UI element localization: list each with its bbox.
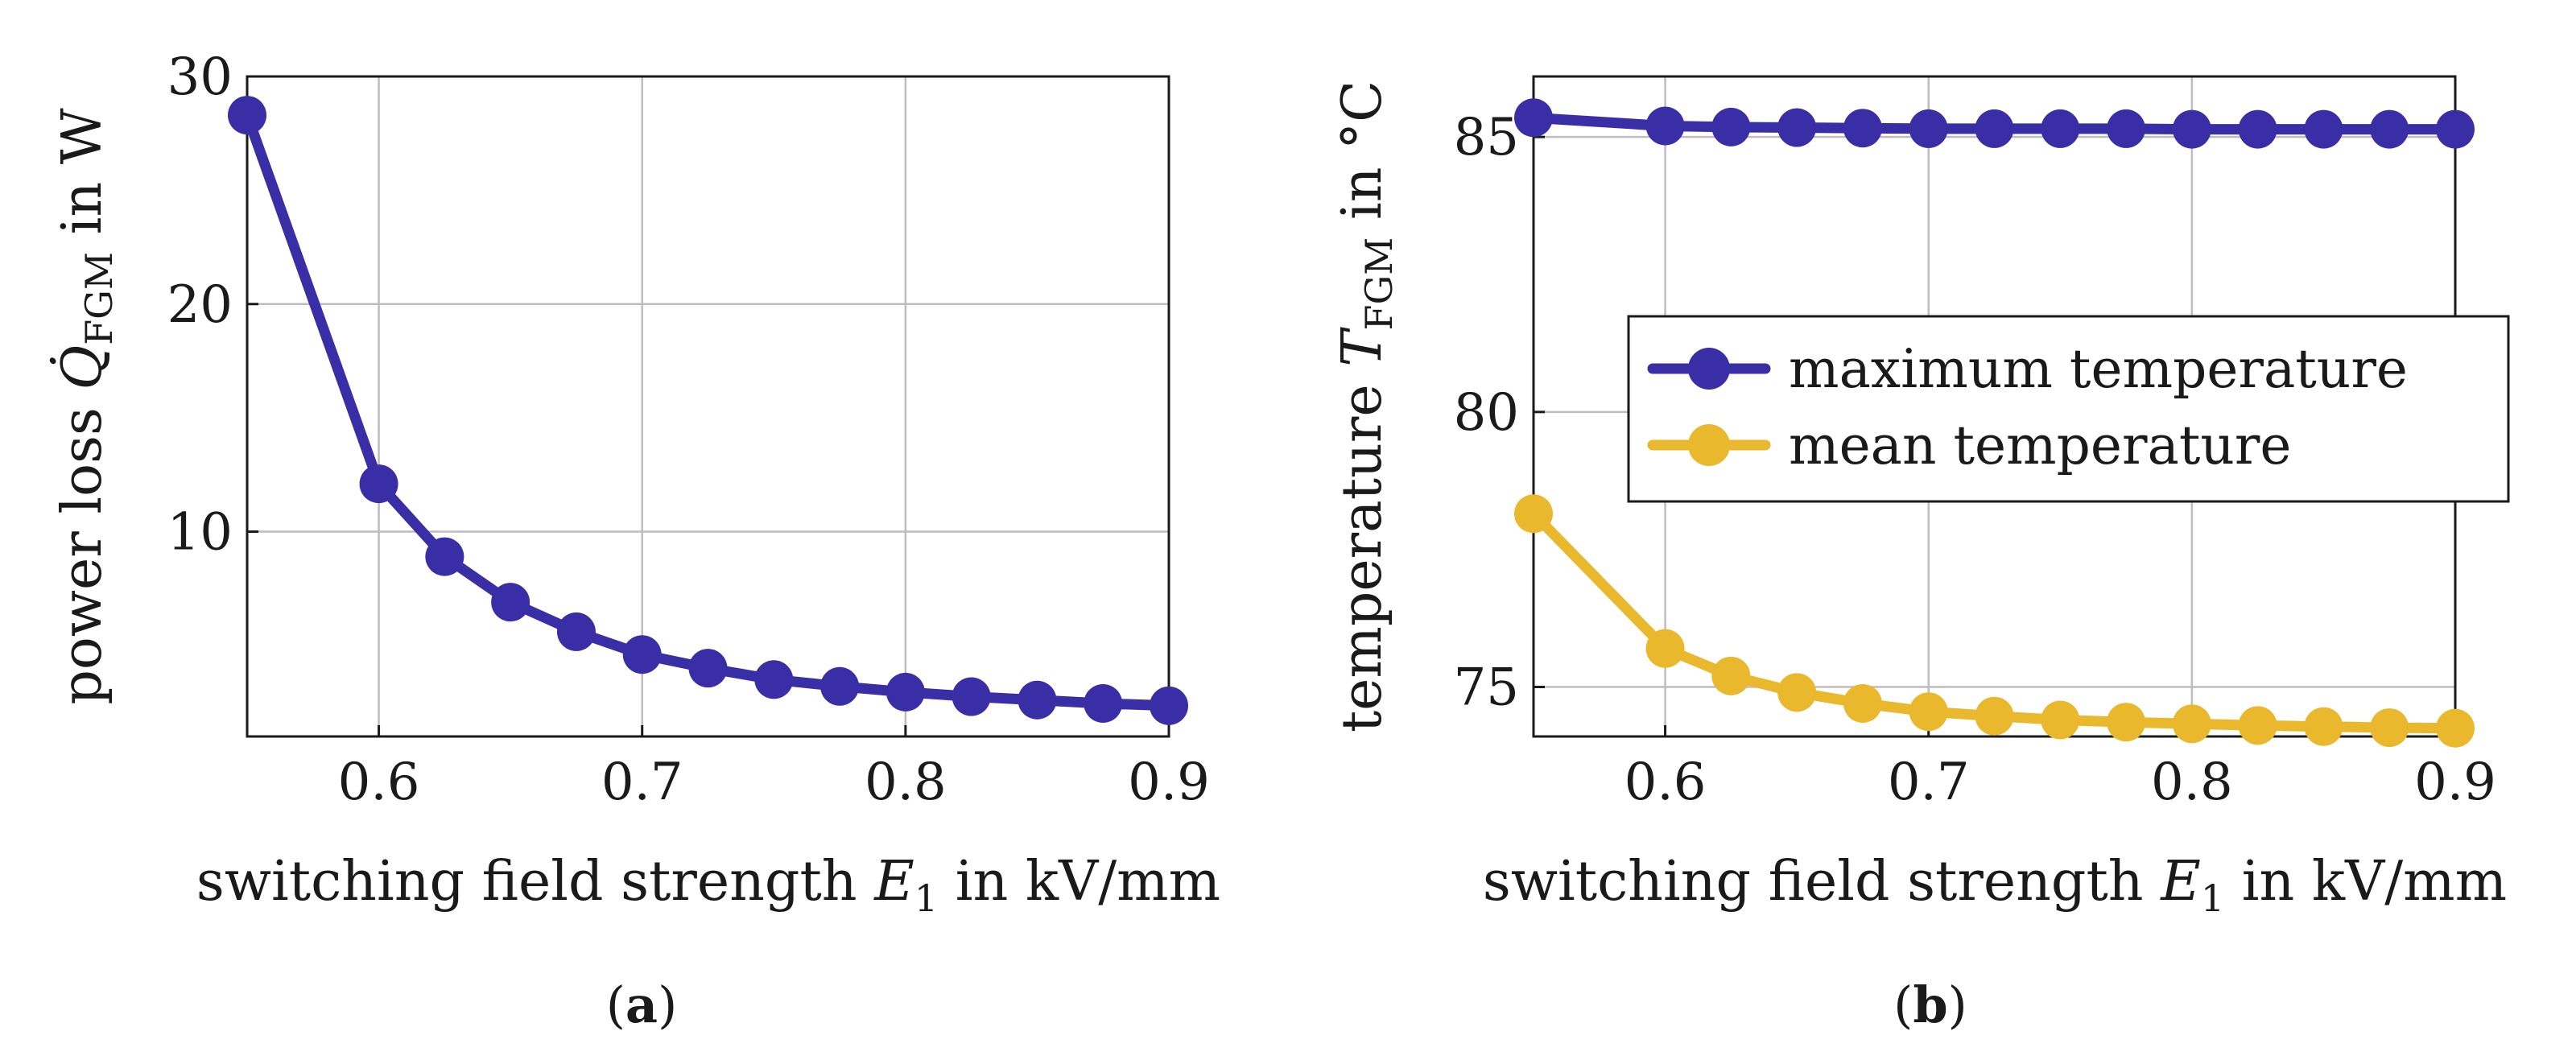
data-point	[2436, 708, 2475, 748]
x-tick-label: 0.9	[1128, 753, 1210, 812]
tick-labels: 0.6 0.7 0.8 0.9 10 20 30	[167, 47, 1210, 812]
data-point	[2304, 707, 2343, 746]
x-tick-label: 0.8	[865, 753, 947, 812]
legend-label: mean temperature	[1789, 415, 2292, 476]
data-point	[425, 537, 464, 576]
series-line	[1528, 508, 2461, 734]
data-point	[228, 96, 266, 135]
data-point	[2370, 109, 2409, 149]
legend-box	[1627, 315, 2510, 503]
y-tick-label: 20	[167, 275, 233, 335]
data-point	[2107, 703, 2146, 742]
y-tick-label: 80	[1454, 383, 1519, 443]
chart-panel-b: 0.6 0.7 0.8 0.9 75 80 85 maximum temperature m…	[1331, 75, 2510, 1034]
data-point	[1711, 107, 1751, 146]
data-point	[2370, 708, 2409, 748]
data-point	[359, 464, 398, 504]
data-point	[2238, 706, 2277, 745]
data-point	[1084, 684, 1123, 723]
data-series	[1514, 98, 2475, 748]
data-point	[820, 666, 860, 706]
y-tick-label: 10	[167, 503, 233, 563]
y-axis-label: power loss Q̇FGM in W	[51, 108, 121, 704]
y-tick-label: 75	[1454, 658, 1519, 718]
data-point	[2436, 109, 2475, 149]
legend-entry-mean-temperature: mean temperature	[1647, 415, 2292, 476]
x-axis-label: switching field strength E1 in kV/mm	[1483, 850, 2507, 920]
data-point	[1909, 692, 1948, 732]
data-series	[228, 96, 1188, 725]
data-point	[1711, 656, 1751, 695]
panel-caption-a: (a)	[606, 976, 678, 1034]
data-point	[2107, 109, 2146, 148]
series-line	[242, 109, 1174, 712]
data-point	[886, 672, 925, 712]
data-point	[754, 660, 794, 699]
data-point	[952, 677, 991, 716]
data-point	[1645, 629, 1685, 668]
legend-entry-maximum-temperature: maximum temperature	[1647, 338, 2408, 400]
data-point	[1975, 696, 2014, 736]
data-point	[622, 635, 662, 674]
legend: maximum temperature mean temperature	[1627, 315, 2510, 503]
data-point	[1645, 106, 1685, 146]
legend-marker	[1688, 348, 1730, 390]
data-point	[2041, 700, 2080, 740]
data-point	[2172, 704, 2211, 744]
x-axis-label: switching field strength E1 in kV/mm	[196, 850, 1220, 920]
x-tick-label: 0.6	[1624, 753, 1707, 812]
data-point	[1975, 109, 2014, 148]
data-point	[556, 612, 596, 651]
x-tick-label: 0.7	[601, 753, 683, 812]
data-point	[1909, 109, 1948, 148]
y-tick-label: 85	[1454, 108, 1519, 167]
series-power-loss	[228, 96, 1188, 725]
data-point	[1777, 108, 1817, 147]
legend-label: maximum temperature	[1789, 338, 2408, 400]
panel-caption-b: (b)	[1893, 976, 1967, 1034]
data-point	[2172, 109, 2211, 149]
data-point	[2238, 109, 2277, 149]
data-point	[1018, 680, 1057, 720]
data-point	[1150, 686, 1188, 725]
series-maximum-temperature	[1514, 98, 2475, 149]
y-axis-label: temperature TFGM in °C	[1331, 80, 1401, 732]
data-point	[1777, 673, 1817, 712]
data-point	[1514, 494, 1553, 534]
tick-labels: 0.6 0.7 0.8 0.9 75 80 85	[1454, 108, 2496, 812]
data-point	[491, 583, 530, 622]
legend-marker	[1688, 424, 1730, 466]
data-point	[688, 649, 728, 688]
data-point	[1843, 109, 1882, 148]
y-tick-label: 30	[167, 47, 233, 107]
series-mean-temperature	[1514, 494, 2475, 748]
x-tick-label: 0.6	[338, 753, 420, 812]
x-tick-label: 0.8	[2151, 753, 2233, 812]
data-point	[1843, 684, 1882, 723]
chart-panel-a: 0.6 0.7 0.8 0.9 10 20 30 switching field stren…	[51, 47, 1220, 1034]
data-point	[2304, 109, 2343, 149]
x-tick-label: 0.7	[1888, 753, 1970, 812]
data-point	[1514, 98, 1553, 138]
grid-lines	[247, 75, 1170, 736]
x-tick-label: 0.9	[2414, 753, 2496, 812]
plot-frame	[246, 75, 1170, 738]
data-point	[2041, 109, 2080, 148]
